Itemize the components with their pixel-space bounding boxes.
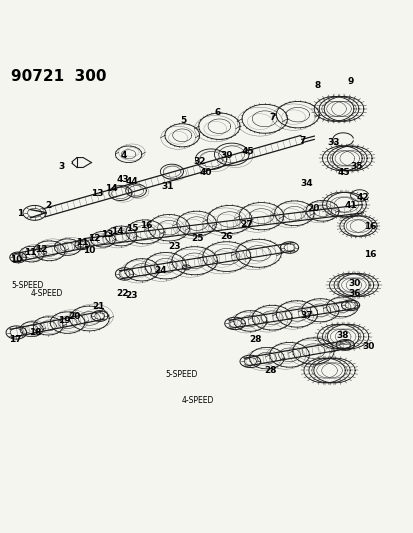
- Text: 30: 30: [362, 343, 374, 351]
- Text: 20: 20: [68, 312, 80, 321]
- Text: 8: 8: [314, 81, 320, 90]
- Text: 44: 44: [125, 177, 138, 187]
- Text: 28: 28: [264, 366, 277, 375]
- Text: 38: 38: [335, 332, 348, 340]
- Text: 7: 7: [268, 112, 275, 122]
- Text: 12: 12: [88, 234, 101, 243]
- Text: 28: 28: [249, 335, 261, 344]
- Text: 45: 45: [337, 168, 349, 177]
- Text: 16: 16: [363, 251, 375, 260]
- Text: 16: 16: [139, 221, 152, 230]
- Text: 30: 30: [348, 279, 360, 288]
- Text: 20: 20: [306, 204, 319, 213]
- Text: 25: 25: [191, 234, 204, 243]
- Text: 39: 39: [220, 151, 233, 159]
- Text: 36: 36: [348, 289, 360, 298]
- Text: 37: 37: [300, 311, 312, 320]
- Text: 19: 19: [58, 317, 71, 326]
- Text: 23: 23: [168, 242, 180, 251]
- Text: 41: 41: [344, 201, 356, 210]
- Text: 23: 23: [126, 291, 138, 300]
- Text: 13: 13: [101, 230, 113, 239]
- Text: 9: 9: [347, 77, 353, 86]
- Text: 42: 42: [356, 193, 368, 201]
- Text: 33: 33: [327, 138, 339, 147]
- Text: 6: 6: [214, 108, 220, 117]
- Text: 10: 10: [83, 246, 95, 255]
- Text: 45: 45: [240, 147, 253, 156]
- Text: 18: 18: [29, 328, 42, 337]
- Text: 5-SPEED: 5-SPEED: [165, 370, 198, 379]
- Text: 14: 14: [105, 184, 117, 193]
- Text: 2: 2: [45, 201, 51, 210]
- Text: 14: 14: [110, 227, 123, 236]
- Text: 90721  300: 90721 300: [11, 69, 106, 84]
- Text: 43: 43: [116, 175, 128, 184]
- Text: 21: 21: [93, 302, 105, 311]
- Text: 16: 16: [363, 222, 375, 231]
- Text: 11: 11: [76, 238, 88, 247]
- Text: 13: 13: [91, 189, 104, 198]
- Text: 1: 1: [17, 209, 24, 218]
- Text: 5: 5: [180, 116, 186, 125]
- Text: 24: 24: [154, 266, 167, 275]
- Text: 4-SPEED: 4-SPEED: [181, 396, 213, 405]
- Text: 7: 7: [299, 136, 305, 145]
- Text: 17: 17: [9, 335, 21, 344]
- Text: 27: 27: [239, 220, 252, 229]
- Text: 26: 26: [220, 232, 233, 241]
- Text: 22: 22: [116, 289, 128, 298]
- Text: 34: 34: [300, 180, 312, 189]
- Text: 4-SPEED: 4-SPEED: [30, 289, 63, 298]
- Text: 4: 4: [120, 151, 126, 160]
- Text: 40: 40: [199, 168, 212, 177]
- Text: 3: 3: [59, 162, 65, 171]
- Text: 31: 31: [161, 182, 173, 190]
- Text: 11: 11: [24, 247, 37, 256]
- Text: 32: 32: [193, 157, 205, 166]
- Text: 35: 35: [349, 162, 362, 171]
- Text: 5-SPEED: 5-SPEED: [11, 280, 43, 289]
- Text: 15: 15: [126, 224, 138, 233]
- Text: 12: 12: [35, 245, 47, 254]
- Text: 10: 10: [10, 255, 22, 264]
